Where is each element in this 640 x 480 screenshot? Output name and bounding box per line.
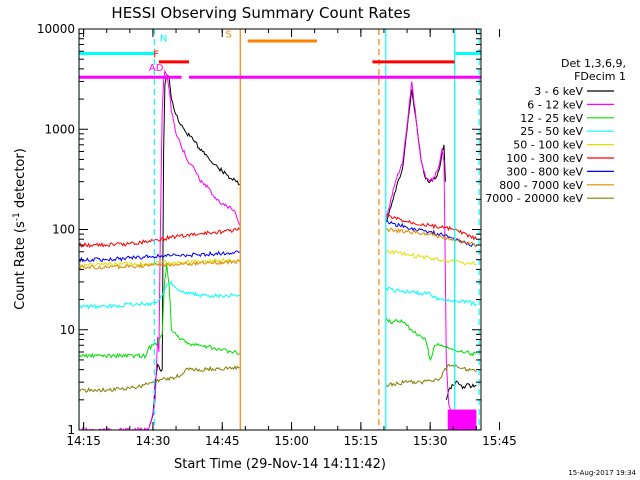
y-axis: 1 10 100 1000 10000 [37,22,481,437]
legend-label-1: 6 - 12 keV [527,98,583,111]
y-tick-label-4: 10000 [37,22,75,36]
legend-label-7: 800 - 7000 keV [499,179,583,192]
legend-label-4: 50 - 100 keV [513,139,583,152]
x-tick-label-0: 14:15 [66,434,101,448]
legend-label-3: 25 - 50 keV [520,125,583,138]
y-tick-label-0: 1 [67,423,75,437]
x-axis-label: Start Time (29-Nov-14 14:11:42) [174,457,386,472]
series-line-8 [79,363,477,393]
legend-title-line-2: FDecim 1 [574,70,626,83]
x-axis: 14:15 14:30 14:45 15:00 15:15 15:30 15:45 [66,29,517,448]
x-tick-label-2: 14:45 [205,434,240,448]
legend-label-6: 300 - 800 keV [506,165,583,178]
state-label-n: N [160,34,167,45]
x-tick-label-6: 15:45 [482,434,517,448]
series-line-2 [79,264,477,362]
chart-title: HESSI Observing Summary Count Rates [111,4,410,22]
y-axis-label-sup: -1 [12,212,22,221]
x-tick-label-4: 15:15 [344,434,379,448]
y-axis-label-main: Count Rate (s [13,221,28,310]
y-axis-label: Count Rate (s-1 detector) [12,148,28,310]
series-line-0 [148,74,477,427]
plot-series-group [79,69,477,430]
state-label-f: F [153,49,159,60]
footer-timestamp: 15-Aug-2017 19:34 [568,469,636,477]
series-line-1 [79,69,477,430]
plot-overlays-group: NF AD S [79,29,481,430]
y-tick-label-3: 1000 [44,122,75,136]
state-label-s: S [226,30,232,41]
x-tick-label-1: 14:30 [136,434,171,448]
series-line-3 [79,280,477,310]
attenuator-block [447,409,477,430]
series-line-4 [79,249,477,268]
legend-label-2: 12 - 25 keV [520,112,583,125]
series-line-5 [79,213,477,249]
x-tick-label-5: 15:30 [413,434,448,448]
series-line-7 [79,227,477,270]
y-tick-label-1: 10 [60,323,75,337]
y-tick-label-2: 100 [52,223,75,237]
x-tick-label-3: 15:00 [274,434,309,448]
y-axis-label-close: ) [13,148,28,153]
legend-label-0: 3 - 6 keV [534,85,583,98]
series-line-6 [79,220,477,263]
state-label-ad: AD [149,63,164,74]
y-axis-label-tail: detector [13,153,28,213]
legend-label-5: 100 - 300 keV [506,152,583,165]
legend-title-line-1: Det 1,3,6,9, [561,57,626,70]
legend-label-8: 7000 - 20000 keV [485,192,583,205]
